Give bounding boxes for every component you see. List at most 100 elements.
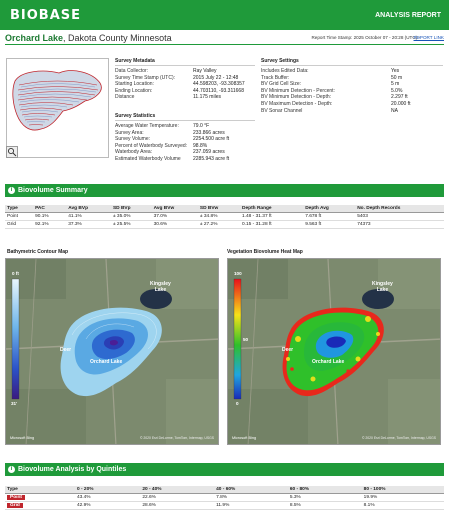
heat-deer-label: Deer: [282, 347, 294, 353]
contour-attribution: © 2020 Esri DeLorme, TomTom, Intermap, U…: [139, 436, 214, 440]
report-timestamp: Report Time Stamp: 2025 October 07 - 20:…: [311, 35, 420, 40]
kv-label: Percent of Waterbody Surveyed:: [115, 142, 188, 149]
deer-label: Deer: [60, 347, 72, 353]
column-header[interactable]: Depth Range: [240, 205, 304, 213]
kv-row: Data Collector: Ray Valley: [115, 68, 255, 75]
kv-value: 237.059 acres: [193, 149, 225, 156]
kv-label: Average Water Temperature:: [115, 123, 179, 129]
table-cell: ± 35.0%: [110, 212, 152, 221]
heat-legend-bottom: 0: [236, 401, 239, 406]
kv-row: Survey Area: 233.866 acres: [115, 130, 255, 137]
table-cell: 5403: [355, 212, 444, 221]
table-row: Grid 92.1% 37.3% ± 25.5% 30.6% ± 27.2% 0.15 - …: [5, 220, 444, 229]
summary-banner-title: Biovolume Summary: [18, 187, 88, 194]
kv-row: BV Minimum Detection - Depth: 2.297 ft: [261, 94, 443, 101]
kv-label: Estimated Waterbody Volume: [115, 155, 181, 162]
table-cell: 8.1%: [361, 501, 444, 510]
column-header[interactable]: 80 - 100%: [361, 486, 444, 494]
kv-row: Starting Location: 44.598203, -93.308357: [115, 81, 255, 88]
kv-value: 20.000 ft: [391, 100, 411, 107]
report-link[interactable]: REPORT LINK: [413, 35, 444, 40]
kv-label: Includes Edited Data:: [261, 68, 309, 74]
table-cell: 22.6%: [140, 493, 215, 502]
kv-label: BV Sonar Channel: [261, 107, 303, 114]
table-cell: ± 34.8%: [197, 212, 241, 221]
table-cell: 9.563 ft: [303, 220, 356, 229]
kv-label: BV Minimum Detection - Percent:: [261, 87, 335, 94]
table-cell: Grid: [5, 220, 34, 229]
heat-map-title: Vegetation Biovolume Heat Map: [227, 249, 303, 255]
title-row: Orchard Lake, Dakota County Minnesota Re…: [5, 33, 444, 45]
lake-name: Orchard Lake: [5, 33, 64, 43]
bathymetric-contour-map[interactable]: 0 ft 31' Kingsley Lake Deer Orchard Lake…: [5, 258, 219, 445]
table-cell: 37.0%: [151, 212, 198, 221]
summary-header-row: Type PAC Avg BVp SD BVp Avg BVw SD BVw Depth R…: [5, 205, 444, 213]
heat-brand: Microsoft Bing: [232, 436, 257, 440]
kv-value: 5.0%: [391, 87, 403, 94]
table-cell: 19.9%: [361, 493, 444, 502]
table-cell: 74373: [355, 220, 444, 229]
kv-value: 44.598203, -93.308357: [193, 81, 245, 88]
table-cell: 8.5%: [287, 501, 362, 510]
heat-legend-mid: 50: [243, 337, 249, 342]
kv-row: Track Buffer: 50 m: [261, 75, 443, 82]
column-header[interactable]: 40 - 60%: [214, 486, 288, 494]
kv-label: Starting Location:: [115, 81, 154, 88]
column-header[interactable]: Avg BVw: [151, 205, 198, 213]
column-header[interactable]: PAC: [33, 205, 67, 213]
kv-label: Survey Volume:: [115, 136, 151, 143]
survey-track-thumbnail[interactable]: [6, 58, 109, 158]
kv-label: Waterbody Area:: [115, 149, 153, 156]
column-header[interactable]: 60 - 80%: [287, 486, 362, 494]
table-cell: 7.678 ft: [303, 212, 356, 221]
type-tag: Grid: [7, 503, 23, 508]
contour-brand: Microsoft Bing: [10, 436, 35, 440]
type-cell: Grid: [5, 501, 75, 510]
kv-row: BV Grid Cell Size: 5 m: [261, 81, 443, 88]
table-cell: 1.48 - 31.37 ft: [240, 212, 304, 221]
table-row: Point 43.4% 22.6% 7.8% 5.3% 19.9%: [5, 493, 444, 502]
column-header[interactable]: 20 - 40%: [140, 486, 215, 494]
type-tag: Point: [7, 495, 25, 500]
quintiles-table: Type 0 - 20% 20 - 40% 40 - 60% 60 - 80% 80 - …: [5, 486, 444, 510]
biobase-logo: BIOBASE: [10, 8, 82, 23]
heat-kingsley-lake-word: Lake: [376, 287, 389, 293]
settings-heading: Survey Settings: [261, 58, 443, 66]
table-cell: 42.9%: [74, 501, 141, 510]
contour-map-title: Bathymetric Contour Map: [7, 249, 69, 255]
column-header[interactable]: No. Depth Records: [355, 205, 444, 213]
quintiles-banner-title: Biovolume Analysis by Quintiles: [18, 466, 127, 473]
metadata-rows: Data Collector: Ray Valley Survey Time Sta…: [115, 68, 255, 101]
kv-row: Distance 11.175 miles: [115, 94, 255, 101]
table-cell: 11.9%: [214, 501, 288, 510]
column-header[interactable]: Depth Avg: [303, 205, 356, 213]
kv-label: Data Collector:: [115, 68, 149, 74]
column-header[interactable]: SD BVp: [110, 205, 152, 213]
kv-label: Distance: [115, 94, 135, 101]
type-cell: Point: [5, 493, 75, 502]
table-cell: 37.3%: [66, 220, 111, 229]
kv-label: BV Maximum Detection - Depth:: [261, 100, 333, 107]
header-bar: BIOBASE ANALYSIS REPORT: [0, 0, 449, 30]
kv-label: BV Grid Cell Size:: [261, 81, 302, 88]
magnify-button[interactable]: [6, 146, 18, 158]
column-header[interactable]: Type: [5, 205, 34, 213]
table-cell: ± 27.2%: [197, 220, 241, 229]
table-cell: 41.1%: [66, 212, 111, 221]
kv-row: Waterbody Area: 237.059 acres: [115, 149, 255, 156]
column-header[interactable]: SD BVw: [197, 205, 241, 213]
column-header[interactable]: Type: [5, 486, 75, 494]
kv-value: Yes: [391, 68, 400, 74]
kv-value: 50 m: [391, 74, 403, 81]
vegetation-heat-map[interactable]: 100 50 0 Kingsley Lake Deer Orchard Lake…: [227, 258, 441, 445]
track-map-graphic: [7, 59, 108, 157]
column-header[interactable]: Avg BVp: [66, 205, 111, 213]
kv-value: 44.703110, -93.311668: [193, 87, 244, 94]
orchard-lake-label: Orchard Lake: [90, 359, 123, 365]
table-cell: 30.6%: [151, 220, 198, 229]
kv-label: Survey Area:: [115, 129, 144, 136]
heat-kingsley-label: Kingsley: [372, 281, 393, 287]
column-header[interactable]: 0 - 20%: [74, 486, 141, 494]
lake-county: , Dakota County Minnesota: [63, 33, 172, 43]
magnify-icon: [7, 147, 17, 157]
